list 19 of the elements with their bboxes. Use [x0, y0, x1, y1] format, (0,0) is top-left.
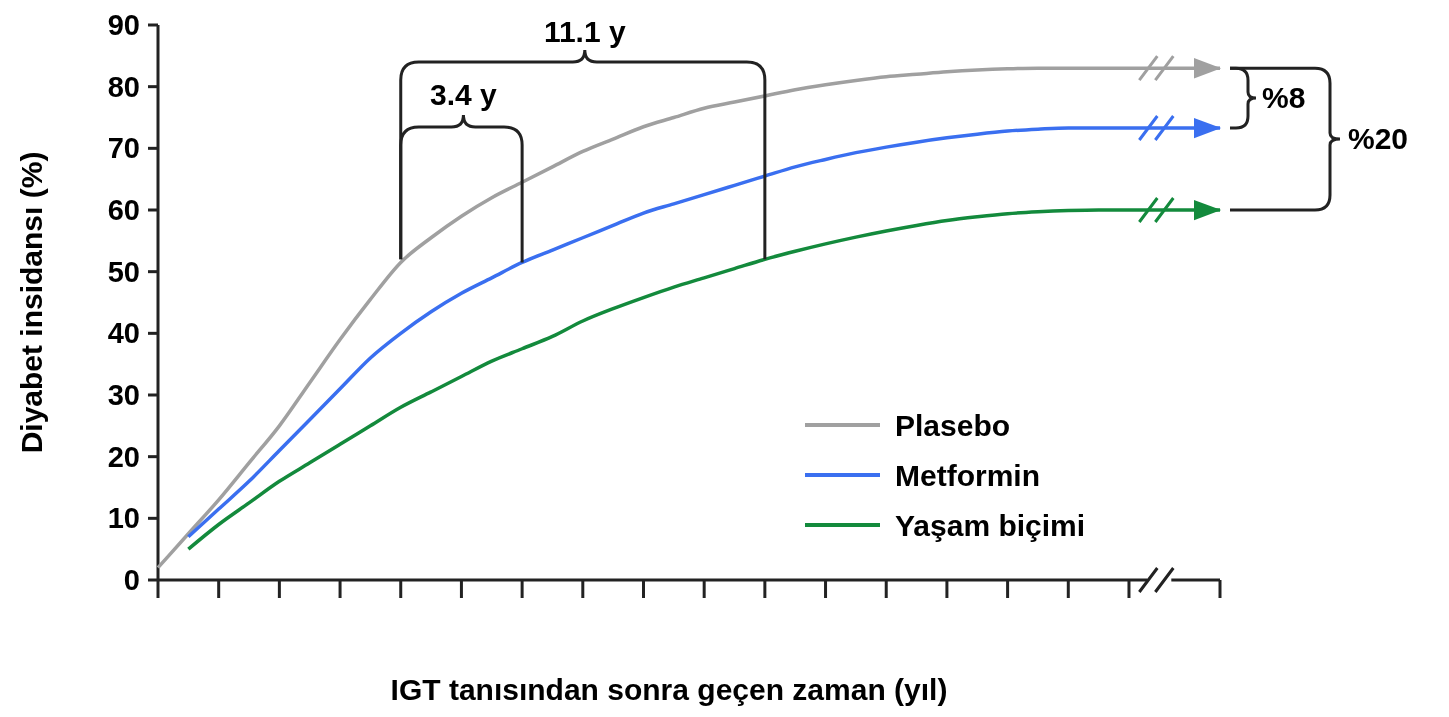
annotation: 11.1 y	[543, 15, 626, 48]
legend-label: Metformin	[895, 458, 1040, 492]
text: %8	[1262, 81, 1306, 115]
y-tick-label: 40	[107, 317, 140, 350]
legend-label: Plasebo	[895, 408, 1011, 442]
y-tick-label: 20	[107, 440, 140, 473]
y-tick-label: 0	[123, 564, 140, 597]
y-tick-label: 90	[107, 9, 140, 42]
y-axis-title: Diyabet insidansı (%)	[15, 151, 48, 454]
y-tick-label: 60	[107, 194, 140, 227]
y-tick-label: 80	[107, 70, 140, 103]
annotation: 3.4 y	[430, 78, 498, 111]
y-tick-label: 70	[107, 132, 140, 165]
x-axis-title: IGT tanısından sonra geçen zaman (yıl)	[390, 673, 948, 706]
y-tick-label: 30	[107, 379, 140, 412]
y-tick-label: 10	[107, 502, 140, 535]
legend-label: Yaşam biçimi	[895, 508, 1086, 542]
y-tick-label: 50	[107, 255, 140, 288]
text: %20	[1348, 122, 1409, 156]
